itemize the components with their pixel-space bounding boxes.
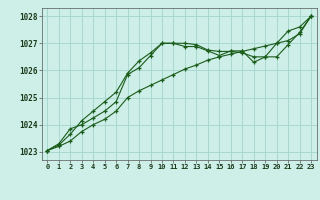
Text: Graphe pression niveau de la mer (hPa): Graphe pression niveau de la mer (hPa) [58,183,262,192]
